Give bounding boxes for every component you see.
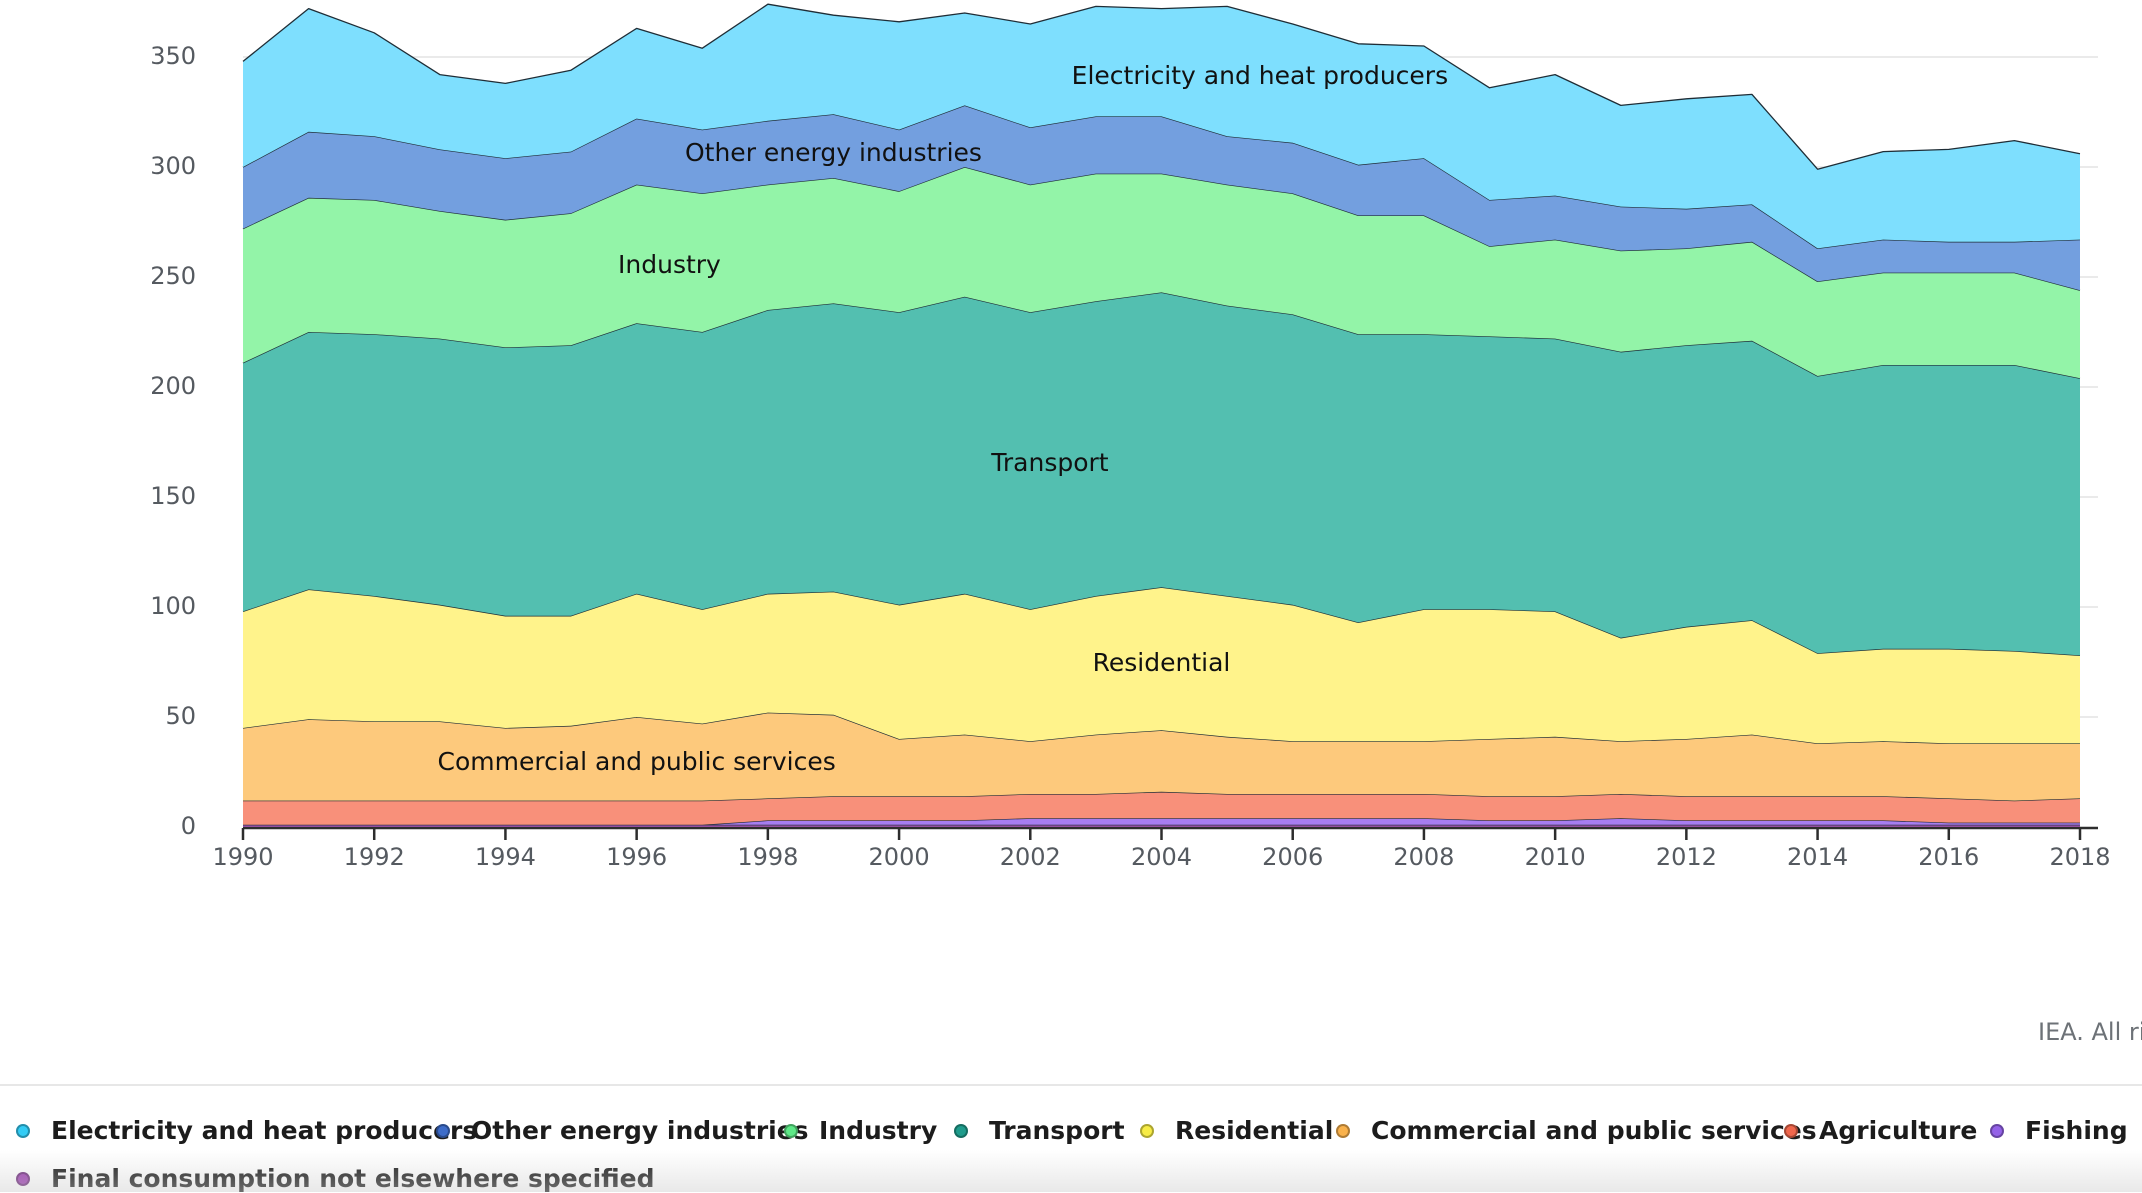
y-tick-label: 50 bbox=[165, 702, 196, 730]
x-tick-label: 2006 bbox=[1262, 843, 1323, 871]
legend-label: Commercial and public services bbox=[1371, 1116, 1817, 1145]
legend-swatch-icon bbox=[16, 1123, 30, 1138]
x-tick-label: 2010 bbox=[1525, 843, 1586, 871]
y-tick-label: 300 bbox=[150, 152, 196, 180]
area-label: Electricity and heat producers bbox=[1072, 61, 1448, 90]
area-industry bbox=[243, 167, 2080, 379]
x-tick-label: 1998 bbox=[737, 843, 798, 871]
legend-swatch-icon bbox=[1140, 1123, 1154, 1138]
legend-label: Fishing bbox=[2025, 1116, 2128, 1145]
area-label: Residential bbox=[1093, 648, 1231, 677]
x-tick-label: 2018 bbox=[2049, 843, 2110, 871]
area-labels: Electricity and heat producers Other ener… bbox=[438, 61, 1449, 776]
area-label: Commercial and public services bbox=[438, 747, 836, 776]
x-tick-label: 1994 bbox=[475, 843, 536, 871]
area-label: Industry bbox=[618, 250, 721, 279]
legend-swatch-icon bbox=[16, 1171, 30, 1186]
y-tick-label: 100 bbox=[150, 592, 196, 620]
legend-label: Other energy industries bbox=[471, 1116, 809, 1145]
legend-item[interactable]: Transport bbox=[954, 1116, 1125, 1145]
area-electricity-and-heat-producers bbox=[243, 4, 2080, 249]
legend-item[interactable]: Final consumption not elsewhere specifie… bbox=[16, 1164, 655, 1193]
x-tick-label: 2002 bbox=[1000, 843, 1061, 871]
area-fishing bbox=[243, 818, 2080, 825]
legend-item[interactable]: Other energy industries bbox=[436, 1116, 809, 1145]
x-tick-label: 2004 bbox=[1131, 843, 1192, 871]
legend-item[interactable]: Industry bbox=[784, 1116, 937, 1145]
x-tick-label: 1990 bbox=[212, 843, 273, 871]
area-other-energy-industries bbox=[243, 105, 2080, 291]
legend-label: Industry bbox=[819, 1116, 938, 1145]
y-tick-label: 250 bbox=[150, 262, 196, 290]
y-tick-label: 200 bbox=[150, 372, 196, 400]
area-residential bbox=[243, 587, 2080, 744]
legend-item[interactable]: Agriculture bbox=[1784, 1116, 1977, 1145]
x-tick-label: 1996 bbox=[606, 843, 667, 871]
legend-label: Residential bbox=[1175, 1116, 1334, 1145]
area-label: Other energy industries bbox=[685, 138, 982, 167]
legend-divider bbox=[0, 1084, 2142, 1086]
legend-label: Electricity and heat producers bbox=[51, 1116, 478, 1145]
x-tick-label: 2000 bbox=[869, 843, 930, 871]
area-agriculture bbox=[243, 791, 2080, 825]
source-credit: IEA. All rig bbox=[2038, 1018, 2142, 1046]
legend-item[interactable]: Commercial and public services bbox=[1336, 1116, 1817, 1145]
legend-swatch-icon bbox=[436, 1123, 450, 1138]
area-commercial-and-public-services bbox=[243, 712, 2080, 801]
legend-swatch-icon bbox=[1784, 1123, 1798, 1138]
axes: 0 50 100 150 200 250 300 350 1990 1992 1994 1996 199… bbox=[150, 42, 2110, 871]
legend-item[interactable]: Residential bbox=[1140, 1116, 1333, 1145]
legend-item[interactable]: Electricity and heat producers bbox=[16, 1116, 477, 1145]
y-tick-label: 150 bbox=[150, 482, 196, 510]
area-label: Transport bbox=[990, 448, 1109, 477]
legend-label: Transport bbox=[989, 1116, 1125, 1145]
legend-label: Final consumption not elsewhere specifie… bbox=[51, 1164, 655, 1193]
x-tick-label: 2016 bbox=[1918, 843, 1979, 871]
legend-item[interactable]: Fishing bbox=[1990, 1116, 2128, 1145]
series-areas bbox=[242, 3, 2081, 827]
x-tick-label: 2008 bbox=[1393, 843, 1454, 871]
legend-swatch-icon bbox=[954, 1123, 968, 1138]
legend-swatch-icon bbox=[1336, 1123, 1350, 1138]
area-transport bbox=[243, 292, 2080, 656]
y-tick-label: 350 bbox=[150, 42, 196, 70]
legend-swatch-icon bbox=[1990, 1123, 2004, 1138]
legend-swatch-icon bbox=[784, 1123, 798, 1138]
y-tick-label: 0 bbox=[181, 812, 196, 840]
area-edge-electricity-and-heat-producers bbox=[242, 3, 2081, 170]
x-tick-label: 2012 bbox=[1656, 843, 1717, 871]
legend-label: Agriculture bbox=[1819, 1116, 1978, 1145]
x-tick-label: 2014 bbox=[1787, 843, 1848, 871]
x-tick-label: 1992 bbox=[344, 843, 405, 871]
